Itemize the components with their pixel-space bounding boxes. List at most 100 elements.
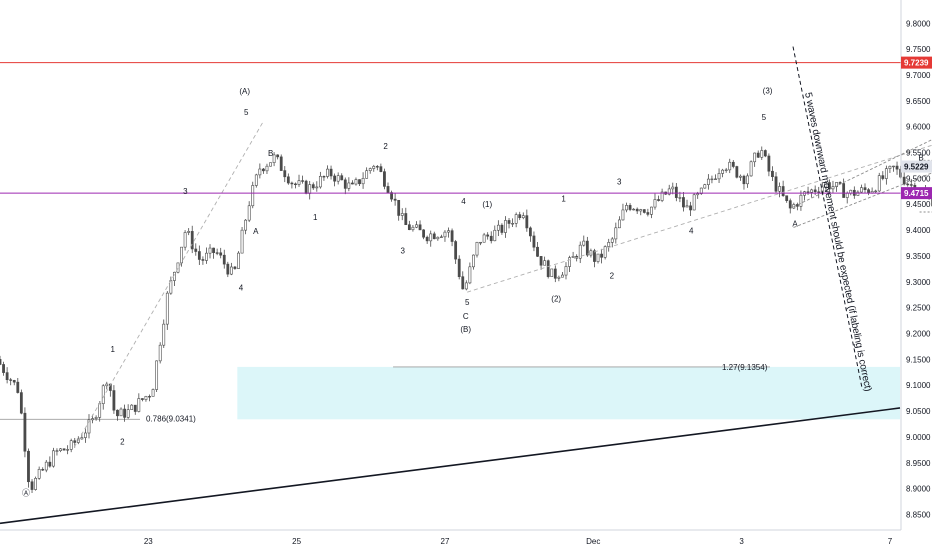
candle	[803, 190, 806, 201]
candle	[358, 179, 361, 186]
candle	[450, 228, 454, 247]
fib-zone-rect	[237, 366, 900, 420]
candle-body	[190, 231, 194, 250]
candle-body	[226, 263, 230, 275]
candle-body	[813, 189, 817, 193]
candle	[393, 193, 397, 206]
candle	[436, 236, 440, 241]
candle-body	[94, 417, 98, 419]
candle-body	[397, 199, 401, 216]
candle-body	[500, 224, 504, 233]
candle-body	[739, 175, 742, 178]
wave-label: 5	[244, 108, 249, 117]
candle-body	[860, 187, 863, 193]
candle	[496, 220, 500, 237]
candle-body	[464, 282, 468, 290]
candle	[340, 173, 344, 181]
candle	[279, 154, 283, 171]
candle-body	[653, 199, 657, 208]
price-lines	[0, 62, 901, 194]
candle	[646, 208, 650, 217]
candle	[642, 209, 646, 214]
candle-body	[358, 179, 361, 185]
candle-body	[568, 257, 571, 267]
candle-body	[749, 161, 753, 177]
x-tick-label: 27	[441, 537, 450, 546]
candle	[418, 220, 422, 231]
candle-body	[375, 166, 379, 168]
candle	[525, 209, 529, 232]
candle-body	[521, 215, 525, 219]
candle-body	[447, 230, 450, 233]
candle-body	[130, 404, 134, 410]
candle	[176, 262, 180, 274]
candle	[329, 165, 333, 180]
candle	[671, 182, 675, 195]
candle-body	[176, 262, 180, 273]
candle	[550, 268, 554, 277]
candle	[625, 202, 628, 213]
candle	[148, 394, 151, 402]
candle-body	[703, 184, 707, 189]
wave-label: 1	[110, 345, 115, 354]
candle-body	[212, 247, 215, 253]
candle-body	[514, 214, 518, 224]
wave-label: 5	[465, 298, 470, 307]
candle-body	[162, 323, 166, 346]
candle	[201, 256, 205, 265]
candle-body	[240, 229, 244, 254]
candle-body	[525, 215, 529, 229]
candle	[778, 182, 781, 198]
candle-body	[137, 398, 141, 412]
candle-body	[785, 195, 789, 201]
candle-body	[418, 224, 422, 231]
candle-body	[123, 408, 126, 418]
candle	[543, 256, 547, 266]
y-tick-label: 9.0500	[906, 407, 931, 416]
candle-body	[742, 175, 746, 185]
candle	[635, 207, 639, 214]
candle-body	[297, 180, 301, 185]
candle-body	[457, 258, 461, 277]
candle	[2, 361, 5, 376]
candle-body	[80, 437, 84, 440]
candle	[806, 186, 810, 195]
candle	[884, 165, 888, 185]
candle	[318, 171, 322, 189]
candle-body	[237, 252, 240, 269]
long-trendline	[0, 407, 901, 525]
candle-body	[311, 184, 315, 189]
candle	[507, 218, 511, 229]
candle-body	[425, 236, 429, 242]
candle	[51, 447, 55, 468]
candle-body	[333, 175, 337, 182]
candle-body	[361, 178, 365, 185]
candle	[863, 183, 867, 194]
candle-body	[625, 205, 628, 211]
candle-body	[493, 229, 497, 242]
candle-body	[59, 448, 62, 451]
candle-body	[817, 191, 821, 193]
candle	[724, 167, 728, 173]
candle-body	[539, 256, 543, 266]
wave-label: (A)	[239, 87, 250, 96]
candle-body	[12, 380, 16, 383]
candle	[482, 232, 486, 243]
candle	[237, 251, 240, 269]
candle	[183, 230, 187, 251]
candle-body	[368, 168, 372, 172]
price-badge-label: 9.4715	[904, 189, 929, 198]
candle	[151, 388, 155, 397]
candle-body	[105, 383, 109, 387]
candle	[714, 174, 717, 180]
candle	[197, 245, 201, 265]
candle-body	[180, 246, 183, 264]
candle	[272, 152, 276, 167]
candle	[518, 211, 522, 221]
candle-body	[892, 165, 895, 168]
wave-label: 4	[239, 284, 244, 293]
candle	[133, 404, 137, 415]
wave-label: 3	[183, 187, 188, 196]
candle-body	[781, 186, 785, 197]
candle	[706, 174, 710, 190]
